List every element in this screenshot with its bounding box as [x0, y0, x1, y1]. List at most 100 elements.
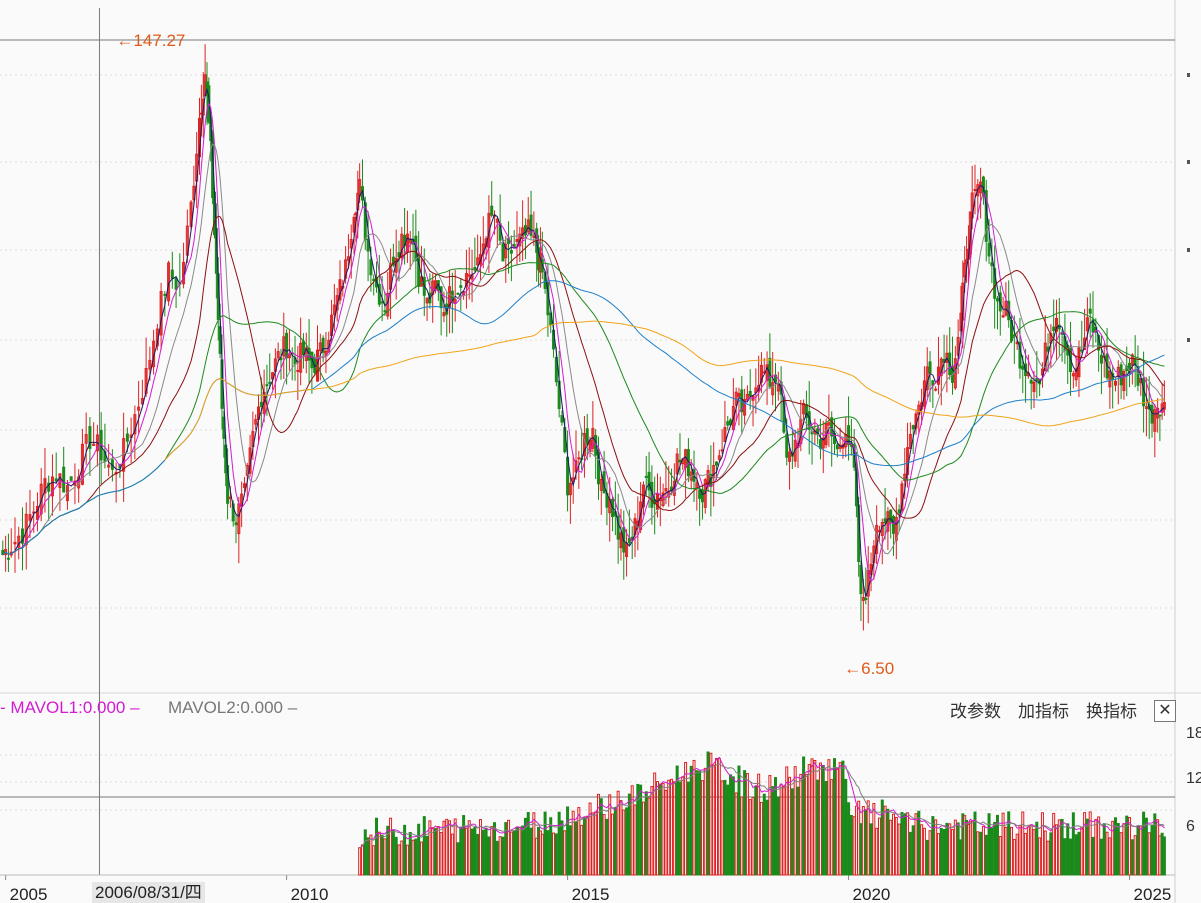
candle-body	[737, 393, 741, 397]
volume-bar	[897, 823, 901, 876]
volume-bar	[976, 831, 980, 876]
candle-body	[714, 461, 718, 466]
moving-averages	[2, 87, 1165, 597]
volume-bar	[903, 813, 907, 876]
volume-bar	[571, 810, 575, 876]
volume-bar	[490, 826, 494, 876]
candle	[467, 247, 471, 300]
candle	[73, 463, 77, 505]
volume-bar	[521, 825, 525, 876]
candle	[316, 325, 320, 382]
candle-body	[369, 259, 373, 276]
volume-bar	[448, 820, 452, 876]
volume-bar	[979, 831, 983, 876]
volume-bar	[358, 847, 362, 876]
volume-bar	[450, 833, 454, 876]
extreme-value-label: ←147.27	[116, 31, 185, 50]
candle-body	[28, 514, 32, 521]
candle	[324, 332, 328, 374]
volume-bar	[748, 799, 752, 876]
volume-bar	[875, 827, 879, 876]
volume-bar	[1128, 817, 1132, 876]
volume-bar	[622, 809, 626, 876]
volume-bar	[389, 817, 393, 876]
candle-body	[35, 505, 39, 520]
volume-bar	[650, 786, 654, 876]
candle	[137, 381, 141, 434]
candle-body	[759, 364, 763, 383]
candle-body	[50, 476, 54, 497]
candle-body	[647, 471, 651, 491]
candle-body	[344, 259, 348, 279]
volume-bar	[1077, 831, 1081, 876]
volume-bar	[951, 829, 955, 876]
candle-body	[507, 238, 511, 245]
volume-bar	[1001, 812, 1005, 876]
candle-body	[69, 476, 73, 481]
candle-body	[973, 189, 977, 192]
volume-bar	[900, 812, 904, 876]
candle	[939, 357, 943, 406]
volume-bar	[1083, 812, 1087, 876]
candle-body	[664, 488, 668, 492]
candle-body	[743, 399, 747, 416]
volume-bar	[757, 773, 761, 876]
close-indicator-button[interactable]: ✕	[1154, 700, 1176, 722]
pane-separator	[0, 692, 1201, 694]
candle	[1071, 370, 1075, 389]
volume-bar	[386, 825, 390, 876]
volume-bar	[599, 798, 603, 876]
price-axis-tick	[1187, 73, 1190, 77]
candle-body	[509, 250, 513, 254]
volume-bar	[906, 812, 910, 876]
volume-bar	[911, 825, 915, 876]
add-indicator-button[interactable]: 加指标	[1018, 702, 1069, 721]
candle-body	[84, 434, 88, 444]
candle	[448, 270, 452, 334]
candle	[726, 415, 730, 431]
volume-bar	[1029, 824, 1033, 876]
volume-bar	[552, 832, 556, 876]
volume-bar	[1015, 833, 1019, 876]
volume-bar	[942, 829, 946, 876]
candle	[50, 454, 54, 516]
volume-bar	[529, 827, 533, 876]
volume-bar	[804, 774, 808, 876]
volume-bar	[857, 800, 861, 876]
volume-bar	[1125, 815, 1129, 876]
volume-bar	[762, 793, 766, 876]
candle	[507, 221, 511, 274]
switch-indicator-button[interactable]: 换指标	[1086, 702, 1137, 721]
volume-bar	[1094, 819, 1098, 876]
candle	[1088, 293, 1092, 338]
candle-body	[1043, 342, 1047, 371]
volume-bar	[658, 783, 662, 876]
candle-body	[1071, 373, 1075, 377]
candle	[1160, 383, 1164, 420]
volume-bar	[394, 836, 398, 876]
candle	[998, 285, 1002, 336]
volume-bar	[703, 767, 707, 876]
volume-bar	[1147, 832, 1151, 876]
volume-bar	[546, 830, 550, 876]
ma-line-5	[2, 262, 1165, 555]
mavol1-tail: –	[125, 698, 140, 717]
candle-body	[585, 428, 589, 445]
volume-bar	[498, 836, 502, 876]
edit-params-button[interactable]: 改参数	[950, 702, 1001, 721]
volume-bar	[391, 829, 395, 876]
volume-bar	[560, 820, 564, 876]
candle-body	[137, 406, 141, 411]
volume-bar	[625, 807, 629, 876]
candle-body	[529, 214, 533, 236]
candle-body	[174, 277, 178, 290]
candle-body	[442, 312, 446, 317]
volume-bar	[1088, 811, 1092, 876]
volume-bar	[827, 759, 831, 876]
candle-body	[58, 473, 62, 489]
candle	[478, 236, 482, 281]
volume-bar	[981, 826, 985, 876]
volume-bar	[523, 817, 527, 876]
volume-bar	[686, 781, 690, 876]
volume-bar	[1035, 821, 1039, 876]
